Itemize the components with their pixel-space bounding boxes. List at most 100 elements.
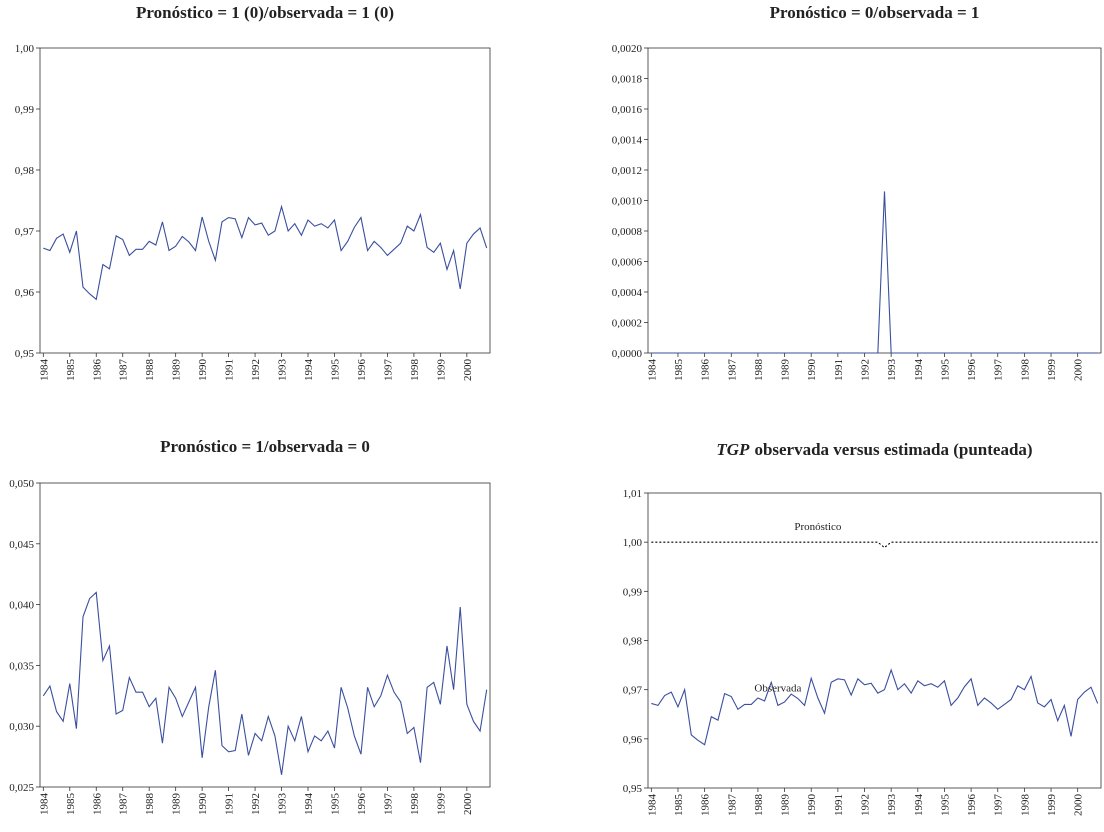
y-tick-label: 0,0016 <box>612 104 643 116</box>
y-tick-label: 0,0014 <box>612 135 643 147</box>
x-tick-label: 1996 <box>356 793 368 816</box>
x-tick-label: 1993 <box>886 794 898 817</box>
plot-frame <box>647 492 1102 789</box>
x-tick-label: 1986 <box>700 794 712 817</box>
x-tick-label: 1989 <box>171 359 183 382</box>
chart-title: Pronóstico = 1/observada = 0 <box>160 437 370 456</box>
x-tick-label: 1990 <box>197 359 209 382</box>
x-tick-label: 1996 <box>356 359 368 382</box>
x-tick-label: 1995 <box>329 793 341 816</box>
x-tick-label: 1998 <box>409 793 421 816</box>
y-tick-label: 0,050 <box>9 478 34 490</box>
y-tick-label: 0,045 <box>9 539 34 551</box>
x-tick-label: 1992 <box>250 359 262 381</box>
chart-title: TGP observada versus estimada (punteada) <box>716 440 1032 459</box>
x-tick-label: 1999 <box>1046 794 1058 817</box>
y-tick-label: 0,0020 <box>612 43 643 55</box>
y-tick-label: 0,96 <box>15 287 35 299</box>
x-tick-label: 1999 <box>435 793 447 816</box>
x-tick-label: 2000 <box>1073 359 1085 382</box>
x-tick-label: 1995 <box>939 794 951 817</box>
x-tick-label: 1985 <box>65 359 77 382</box>
y-tick-label: 0,95 <box>15 348 35 360</box>
x-tick-label: 1998 <box>1019 794 1031 817</box>
x-tick-label: 1994 <box>913 794 925 817</box>
y-tick-label: 0,95 <box>623 783 643 795</box>
y-tick-label: 0,0010 <box>612 196 643 208</box>
x-tick-label: 1991 <box>833 794 845 816</box>
y-tick-label: 0,025 <box>9 782 34 794</box>
y-tick-label: 1,00 <box>623 537 643 549</box>
x-tick-label: 1985 <box>673 794 685 817</box>
x-tick-label: 1999 <box>1046 359 1058 382</box>
x-tick-label: 1999 <box>435 359 447 382</box>
x-tick-label: 1989 <box>171 793 183 816</box>
x-tick-label: 1987 <box>726 359 738 382</box>
y-tick-label: 0,035 <box>9 660 34 672</box>
y-tick-label: 0,97 <box>15 226 35 238</box>
x-tick-label: 1996 <box>966 794 978 817</box>
x-tick-label: 1988 <box>144 359 156 382</box>
x-tick-label: 1998 <box>409 359 421 382</box>
series-label: Pronóstico <box>794 521 842 533</box>
x-tick-label: 1996 <box>966 359 978 382</box>
plot-frame <box>39 47 491 354</box>
x-tick-label: 1993 <box>277 793 289 816</box>
chart-title-italic: TGP <box>716 440 750 459</box>
x-tick-label: 1995 <box>329 359 341 382</box>
series-line <box>42 591 488 775</box>
x-tick-label: 1987 <box>118 359 130 382</box>
x-tick-label: 1994 <box>303 793 315 816</box>
y-tick-label: 0,0006 <box>612 257 643 269</box>
y-tick-label: 1,01 <box>623 488 642 500</box>
x-tick-label: 1988 <box>753 794 765 817</box>
y-tick-label: 0,030 <box>9 721 34 733</box>
y-tick-label: 0,0000 <box>612 348 643 360</box>
y-tick-label: 0,97 <box>623 685 643 697</box>
y-tick-label: 0,99 <box>15 104 35 116</box>
y-tick-label: 0,96 <box>623 734 643 746</box>
x-tick-label: 1986 <box>91 359 103 382</box>
x-tick-label: 1992 <box>860 359 872 381</box>
x-tick-label: 1989 <box>780 794 792 817</box>
x-tick-label: 1984 <box>646 794 658 817</box>
y-tick-label: 0,0008 <box>612 226 643 238</box>
chart-title: Pronóstico = 1 (0)/observada = 1 (0) <box>136 3 394 22</box>
x-tick-label: 2000 <box>462 359 474 382</box>
x-tick-label: 1991 <box>833 359 845 381</box>
series-line <box>651 541 1098 549</box>
y-tick-label: 0,98 <box>15 165 35 177</box>
chart-title: Pronóstico = 0/observada = 1 <box>770 3 980 22</box>
plot-frame <box>647 47 1102 354</box>
x-tick-label: 1992 <box>860 794 872 816</box>
x-tick-label: 1989 <box>780 359 792 382</box>
x-tick-label: 1988 <box>144 793 156 816</box>
x-tick-label: 1988 <box>753 359 765 382</box>
x-tick-label: 1997 <box>382 359 394 382</box>
x-tick-label: 2000 <box>1073 794 1085 817</box>
x-tick-label: 1993 <box>886 359 898 382</box>
x-tick-label: 1984 <box>38 359 50 382</box>
y-tick-label: 0,0012 <box>612 165 642 177</box>
series-label: Observada <box>754 682 801 694</box>
y-tick-label: 0,98 <box>623 636 643 648</box>
x-tick-label: 1986 <box>91 793 103 816</box>
x-tick-label: 1994 <box>913 359 925 382</box>
x-tick-label: 1997 <box>993 794 1005 817</box>
x-tick-label: 1990 <box>806 794 818 817</box>
x-tick-label: 1984 <box>646 359 658 382</box>
y-tick-label: 0,040 <box>9 600 34 612</box>
x-tick-label: 1992 <box>250 793 262 815</box>
plot-frame <box>39 482 491 788</box>
x-tick-label: 1997 <box>993 359 1005 382</box>
y-tick-label: 0,0018 <box>612 74 643 86</box>
x-tick-label: 1985 <box>65 793 77 816</box>
y-tick-label: 0,0004 <box>612 287 643 299</box>
x-tick-label: 1987 <box>726 794 738 817</box>
x-tick-label: 1993 <box>277 359 289 382</box>
y-tick-label: 0,0002 <box>612 318 642 330</box>
x-tick-label: 1991 <box>224 359 236 381</box>
x-tick-label: 1984 <box>38 793 50 816</box>
x-tick-label: 1990 <box>197 793 209 816</box>
